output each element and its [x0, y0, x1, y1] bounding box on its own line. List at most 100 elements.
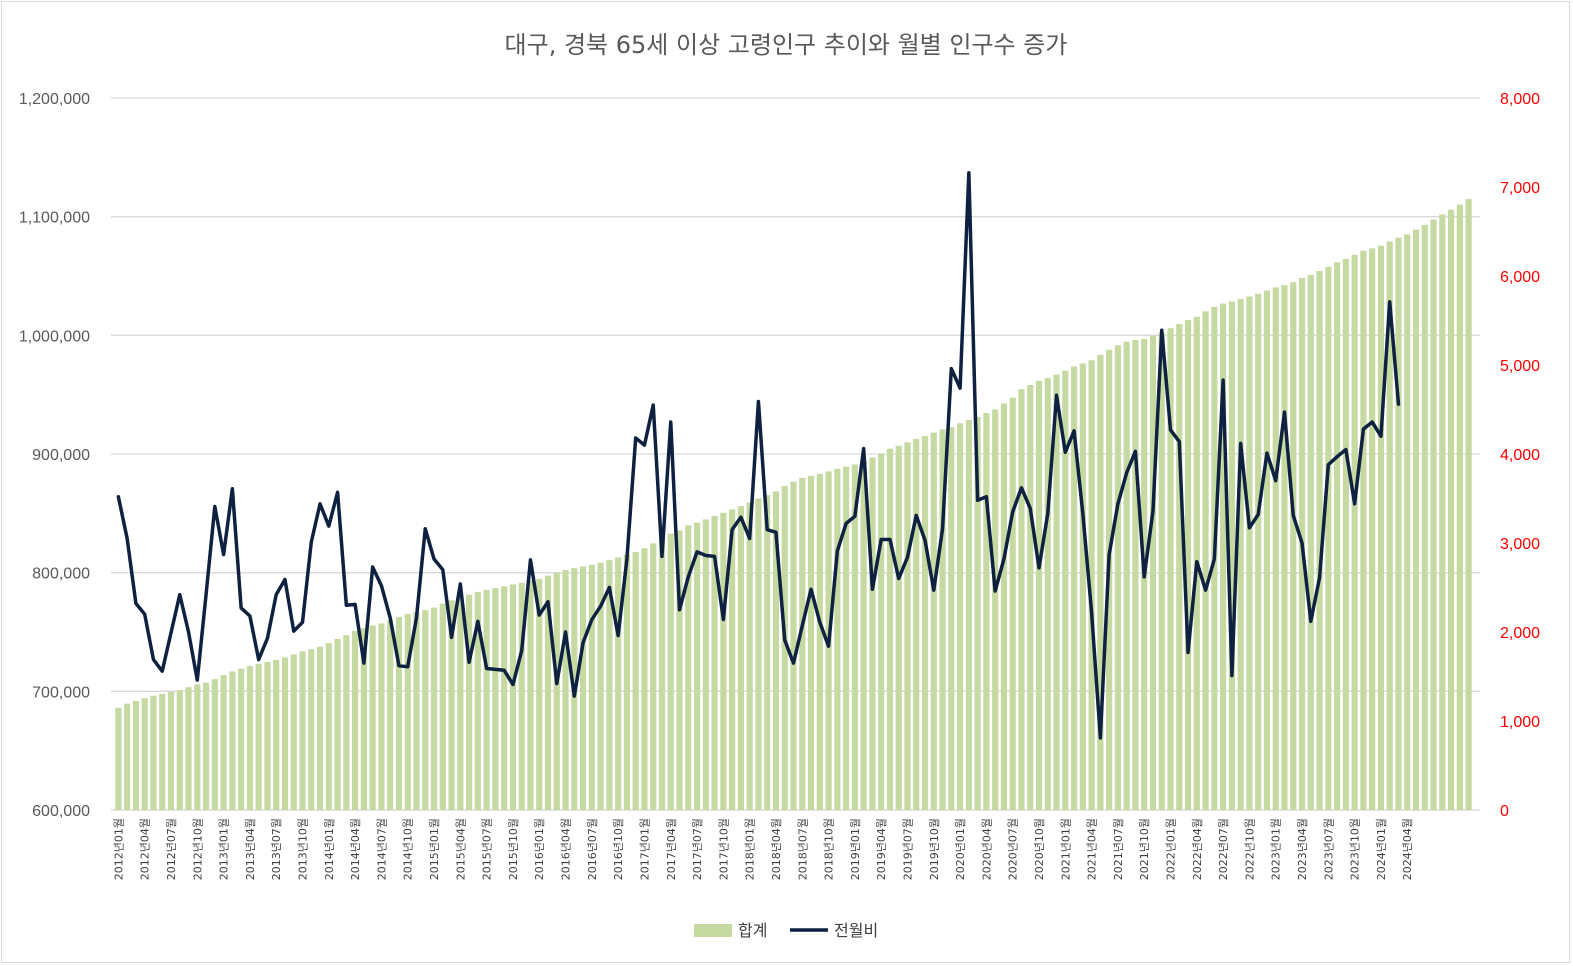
- line-point: [1038, 567, 1040, 569]
- line-point: [363, 662, 365, 664]
- bar: [422, 610, 429, 810]
- line-point: [1161, 329, 1163, 331]
- line-point: [801, 625, 803, 627]
- bar: [1334, 262, 1341, 810]
- bar: [1281, 285, 1288, 810]
- line-point: [521, 650, 523, 652]
- bar: [159, 693, 166, 810]
- line-point: [941, 528, 944, 530]
- line-point: [468, 661, 470, 663]
- line-point: [1196, 561, 1198, 563]
- line-point: [968, 172, 970, 174]
- line-point: [1257, 513, 1259, 516]
- bar: [1149, 335, 1157, 810]
- chart-title: 대구, 경북 65세 이상 고령인구 추이와 월별 인구수 증가: [505, 31, 1068, 59]
- bar: [167, 691, 175, 810]
- bar: [1027, 385, 1034, 810]
- line-point: [696, 551, 698, 553]
- bar: [255, 664, 262, 810]
- bar: [387, 620, 394, 810]
- bar: [588, 564, 595, 810]
- bar: [325, 643, 332, 810]
- line-point: [775, 531, 777, 533]
- line-point: [1099, 737, 1101, 739]
- line-point: [591, 618, 593, 621]
- line-point: [205, 594, 207, 596]
- x-axis-ticks: 2012년01월 2012년04월 2012년07월 2012년10월 2013년01월…: [112, 818, 1414, 880]
- x-axis-tick-label: 2017년01월: [638, 818, 651, 880]
- line-point: [135, 602, 137, 605]
- bar: [878, 453, 885, 810]
- bar: [921, 436, 929, 810]
- bar: [711, 516, 718, 810]
- bar: [1184, 320, 1192, 810]
- legend-label-line: 전월비: [834, 921, 878, 940]
- line-point: [442, 569, 444, 571]
- line-point: [1169, 429, 1172, 431]
- line-point: [319, 503, 321, 505]
- x-axis-tick-label: 2018년10월: [823, 818, 836, 880]
- line-point: [749, 537, 751, 540]
- bar: [536, 578, 543, 810]
- x-axis-tick-label: 2022년01월: [1165, 818, 1178, 880]
- bar: [930, 432, 937, 810]
- bar: [720, 512, 727, 810]
- line-point: [240, 607, 242, 609]
- bar: [194, 684, 201, 810]
- bar: [141, 698, 148, 810]
- bar: [308, 649, 315, 810]
- line-point: [757, 400, 760, 403]
- left-axis-tick-label: 1,100,000: [19, 210, 90, 227]
- x-axis-tick-label: 2014년04월: [349, 818, 362, 880]
- bar: [1421, 224, 1428, 810]
- line-point: [161, 670, 163, 672]
- bar: [299, 651, 306, 810]
- line-point: [1336, 456, 1338, 458]
- bar: [1088, 360, 1095, 810]
- line-point: [854, 515, 856, 517]
- bar: [693, 522, 701, 810]
- bar: [606, 560, 613, 810]
- bar: [404, 613, 411, 810]
- x-axis-tick-label: 2022년07월: [1217, 818, 1230, 880]
- line-point: [1143, 576, 1145, 578]
- line-point: [477, 620, 479, 622]
- bar: [1176, 324, 1183, 810]
- line-point: [670, 421, 672, 423]
- line-point: [564, 631, 567, 633]
- line-point: [635, 437, 637, 439]
- bar: [851, 464, 858, 810]
- bar: [799, 477, 806, 810]
- line-point: [433, 558, 435, 560]
- line-point: [1397, 403, 1400, 405]
- line-point: [766, 529, 768, 531]
- bar: [132, 700, 139, 810]
- bar: [1448, 209, 1455, 810]
- line-point: [985, 496, 987, 498]
- left-axis-tick-label: 1,200,000: [19, 91, 90, 108]
- bar: [290, 654, 297, 810]
- line-point: [889, 538, 891, 541]
- bar: [1412, 229, 1420, 811]
- bar: [860, 461, 867, 810]
- x-axis-tick-label: 2020년07월: [1007, 818, 1020, 880]
- bar: [509, 584, 517, 810]
- bar: [527, 580, 534, 810]
- bar: [834, 468, 841, 810]
- bar: [211, 679, 218, 810]
- x-axis-tick-label: 2012년07월: [165, 818, 178, 880]
- x-axis-tick-label: 2024년04월: [1401, 818, 1414, 880]
- line-point: [652, 404, 654, 406]
- line-point: [643, 444, 646, 446]
- bar: [1035, 380, 1043, 810]
- x-axis-tick-label: 2017년04월: [665, 818, 678, 880]
- line-point: [486, 667, 488, 670]
- x-axis-tick-label: 2013년01월: [218, 818, 231, 880]
- line-point: [556, 683, 558, 685]
- line-point: [600, 605, 602, 607]
- line-point: [1020, 487, 1023, 489]
- bar: [1369, 248, 1376, 811]
- bar: [1202, 311, 1209, 810]
- x-axis-tick-label: 2022년04월: [1191, 818, 1204, 880]
- right-axis-tick-label: 2,000: [1500, 625, 1540, 642]
